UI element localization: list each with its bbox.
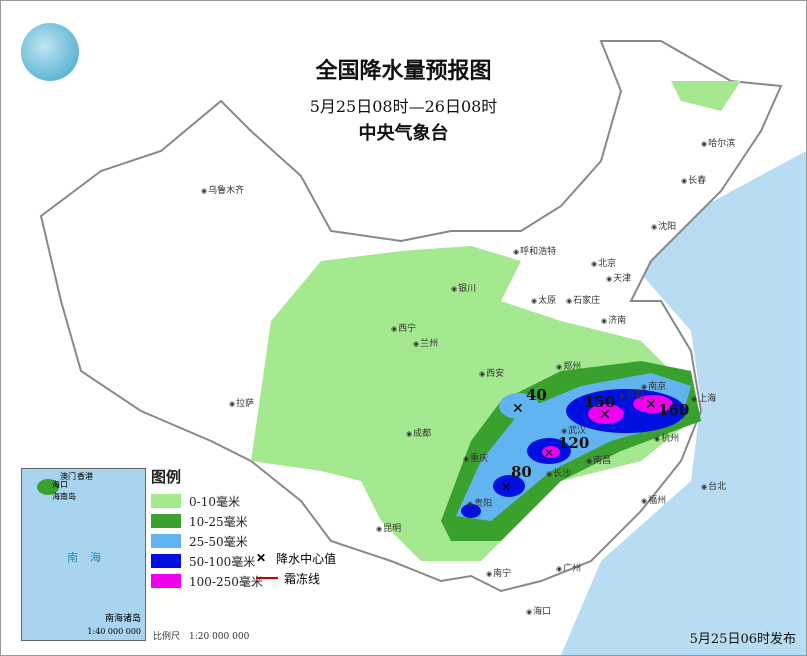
city-label: 银川 (451, 281, 476, 294)
city-label: 成都 (406, 426, 431, 439)
rain-center-marker: ✕ (544, 446, 554, 460)
city-label: 兰州 (413, 336, 438, 349)
rain-0-10 (251, 246, 691, 561)
center-value: 150 (584, 393, 616, 411)
rain-0-10-ne (671, 81, 741, 111)
city-label: 沈阳 (651, 219, 676, 232)
center-value: 40 (526, 386, 547, 404)
city-label: 拉萨 (229, 396, 254, 409)
inset-sea: 南海 (67, 551, 113, 564)
city-label: 合肥 (619, 388, 644, 401)
center-value: 80 (511, 463, 532, 481)
legend-item: 0-10毫米 (151, 491, 263, 511)
city-label: 台北 (701, 479, 726, 492)
inset-hk: 香港 (77, 472, 93, 481)
city-label: 贵阳 (467, 496, 492, 509)
rain-center-marker: ✕ (512, 401, 524, 417)
map-scale: 比例尺 1:20 000 000 (153, 632, 250, 642)
legend-center: 降水中心值 (276, 551, 337, 566)
city-label: 郑州 (556, 359, 581, 372)
rain-25-50-west (499, 393, 539, 419)
rain-center-marker: ✕ (599, 407, 611, 423)
city-label: 石家庄 (566, 293, 600, 306)
inset-macau: 澳门 (60, 472, 76, 481)
rain-100-250-c (542, 446, 560, 458)
south-china-sea-inset: 海口 海南岛 香港 澳门 南海 南海诸岛 1:40 000 000 (21, 468, 146, 641)
hainan-rain (37, 479, 59, 495)
city-label: 长沙 (546, 466, 571, 479)
rain-center-marker: ✕ (645, 397, 657, 413)
legend-item: 10-25毫米 (151, 511, 263, 531)
sea (561, 151, 806, 655)
inset-scale: 1:40 000 000 (87, 627, 141, 636)
cross-icon: ✕ (256, 551, 267, 565)
city-label: 西安 (479, 366, 504, 379)
city-label: 南宁 (486, 566, 511, 579)
legend-item: 50-100毫米 (151, 551, 263, 571)
city-label: 南昌 (586, 453, 611, 466)
inset-hainan: 海南岛 (52, 492, 76, 501)
city-label: 呼和浩特 (513, 244, 556, 257)
city-label: 福州 (641, 493, 666, 506)
city-label: 杭州 (654, 431, 679, 444)
city-label: 昆明 (376, 521, 401, 534)
map-period: 5月25日08时—26日08时 (309, 97, 498, 116)
issue-time: 5月25日06时发布 (689, 632, 796, 647)
legend-frost: 霜冻线 (284, 571, 321, 586)
city-label: 哈尔滨 (701, 136, 735, 149)
rain-100-250-a (588, 404, 624, 424)
city-label: 长春 (681, 173, 706, 186)
city-label: 北京 (591, 256, 616, 269)
cma-logo (21, 23, 79, 81)
center-value: 120 (558, 434, 590, 452)
city-label: 太原 (531, 293, 556, 306)
inset-islands: 南海诸岛 (104, 614, 141, 624)
inset-haikou: 海口 (52, 480, 68, 489)
frost-line-icon (256, 577, 278, 579)
center-value: 160 (658, 401, 690, 419)
city-label: 上海 (691, 391, 716, 404)
city-label: 西宁 (391, 321, 416, 334)
city-label: 济南 (601, 313, 626, 326)
city-label: 乌鲁木齐 (201, 183, 244, 196)
map-title: 全国降水量预报图 (315, 58, 492, 84)
legend-title: 图例 (151, 468, 182, 486)
rain-50-100-sw (493, 475, 525, 497)
rain-center-marker: ✕ (501, 480, 511, 494)
city-label: 武汉 (561, 423, 586, 436)
legend-symbols: ✕ 降水中心值 霜冻线 (256, 548, 336, 588)
city-label: 南京 (641, 379, 666, 392)
city-label: 海口 (526, 604, 551, 617)
legend-item: 25-50毫米 (151, 531, 263, 551)
city-label: 广州 (556, 561, 581, 574)
legend: 图例 0-10毫米 10-25毫米 25-50毫米 50-100毫米 100-2… (151, 466, 263, 591)
legend-item: 100-250毫米 (151, 571, 263, 591)
map-issuer: 中央气象台 (358, 123, 449, 144)
city-label: 重庆 (463, 451, 488, 464)
city-label: 天津 (606, 271, 631, 284)
